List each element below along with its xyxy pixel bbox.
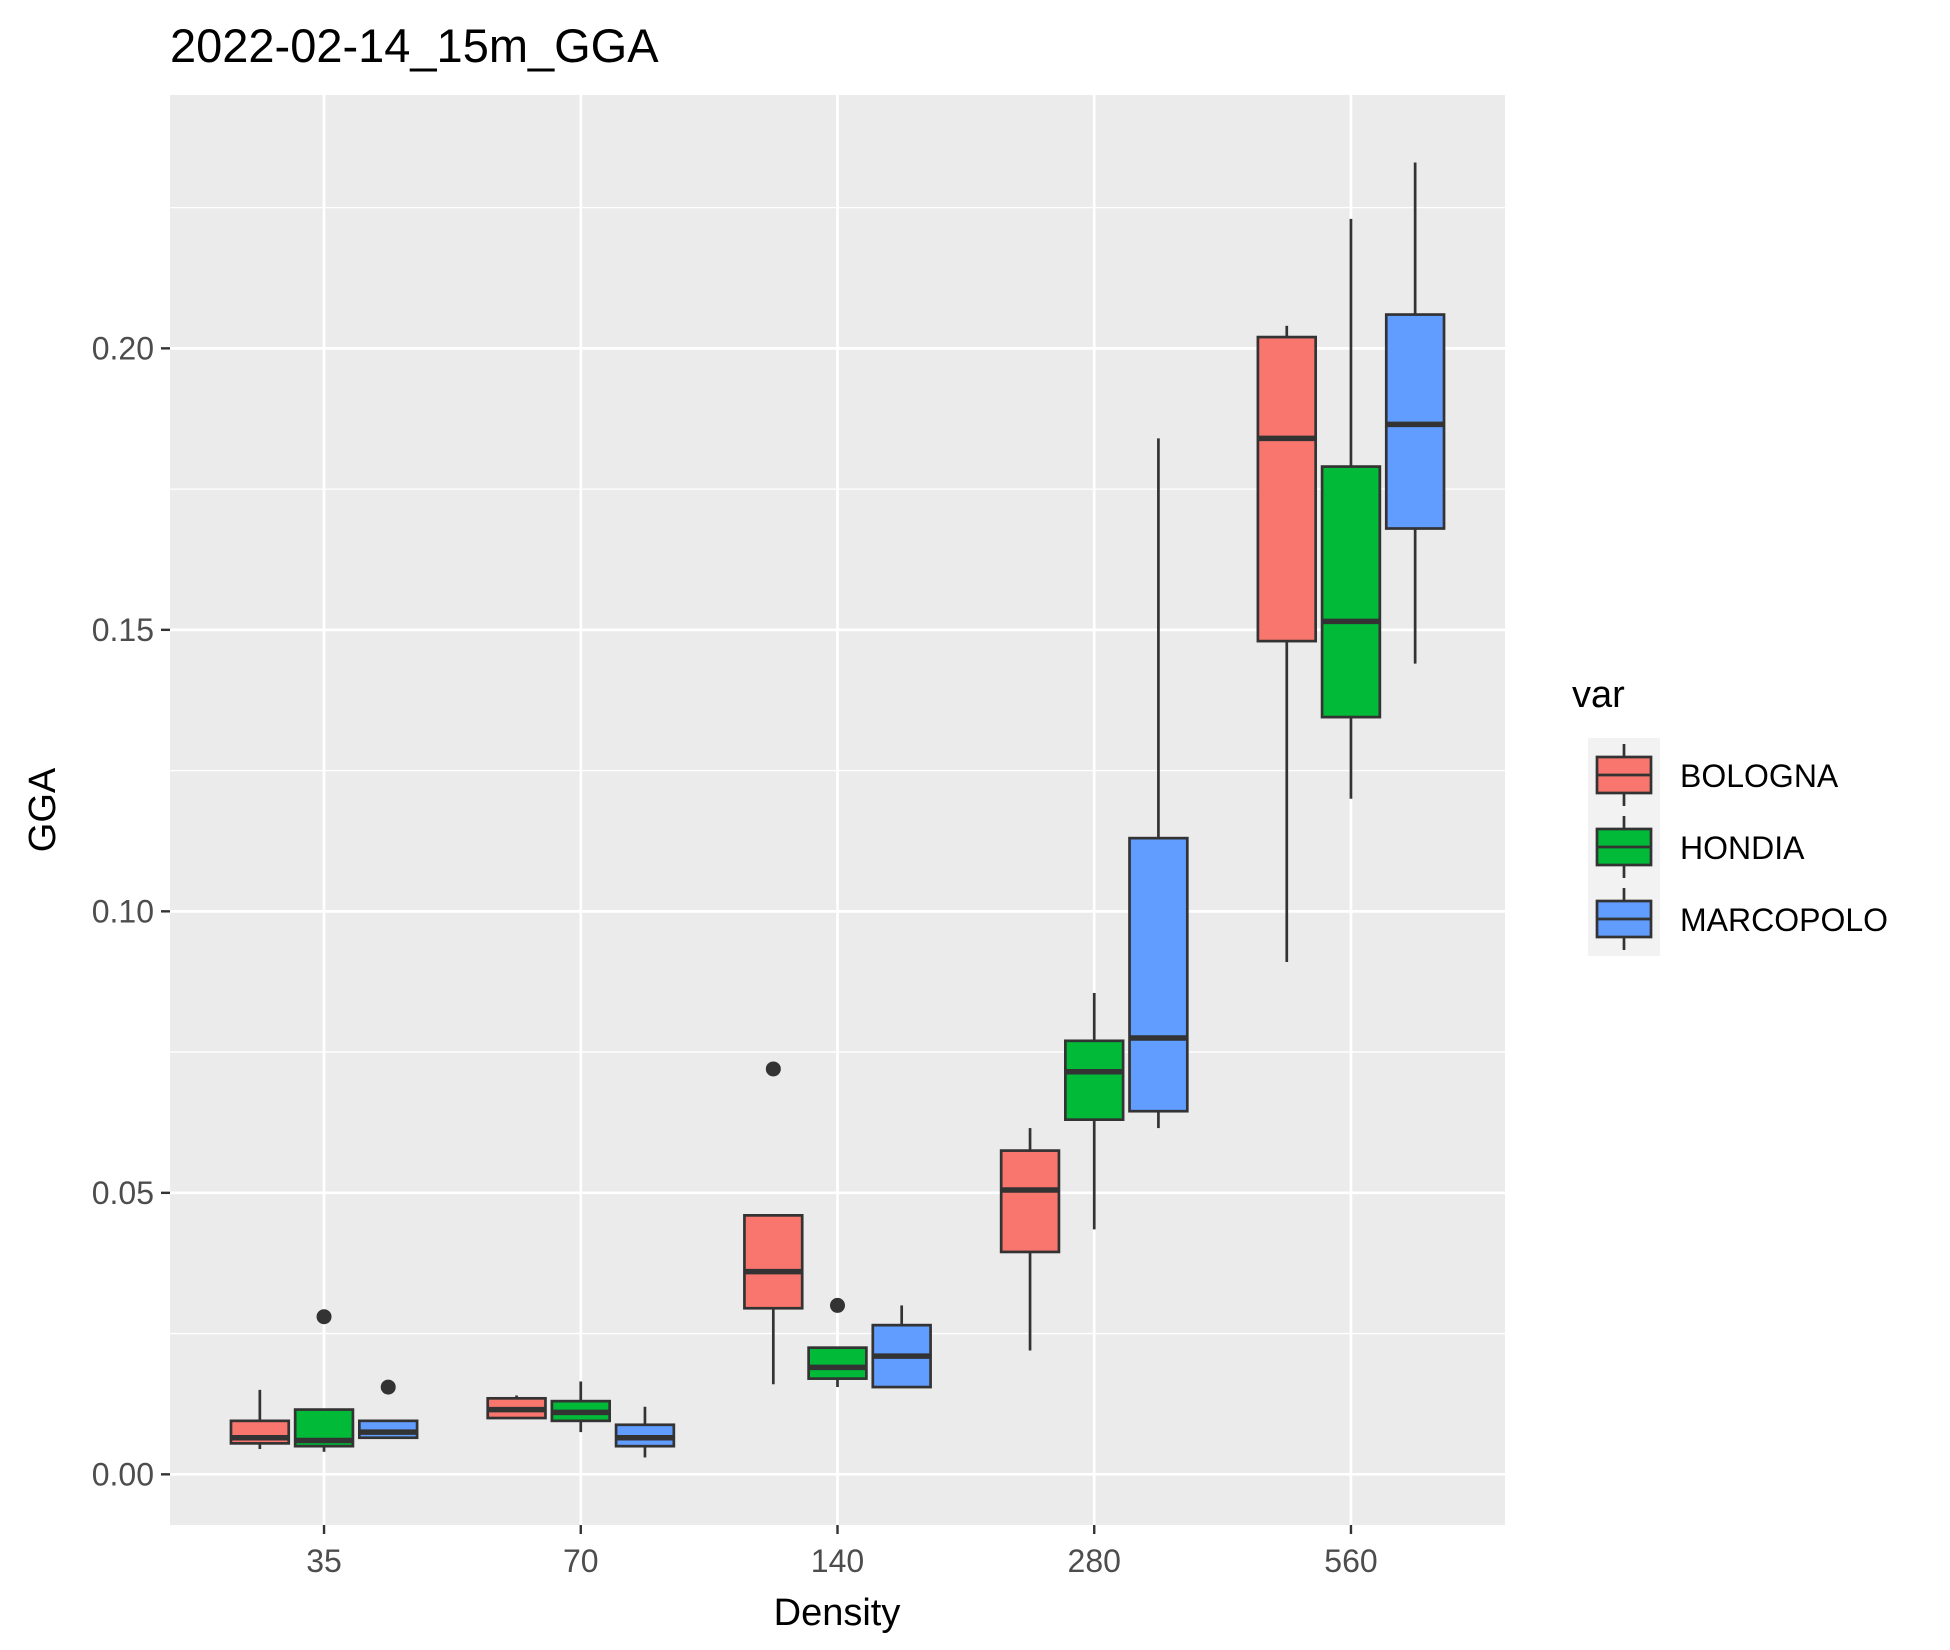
- box-iqr: [1128, 836, 1189, 1113]
- box-hondia-70: [550, 1381, 612, 1433]
- x-tick-label: 280: [1068, 1543, 1121, 1579]
- outlier-point: [830, 1297, 845, 1313]
- legend-item-bologna: BOLOGNA: [1595, 744, 1839, 806]
- legend-label: BOLOGNA: [1680, 758, 1839, 794]
- box-hondia-35: [293, 1309, 355, 1452]
- box-iqr: [743, 1214, 804, 1310]
- legend-keys: BOLOGNA HONDIA MARCOPOLO: [1588, 738, 1888, 956]
- y-axis-title: GGA: [22, 767, 64, 852]
- x-tick-label: 70: [563, 1543, 599, 1579]
- y-tick-label: 0.05: [92, 1175, 154, 1211]
- box-iqr: [1063, 1039, 1125, 1121]
- legend-item-marcopolo: MARCOPOLO: [1595, 888, 1888, 950]
- box-bologna-560: [1256, 325, 1318, 963]
- outlier-point: [316, 1309, 332, 1325]
- y-tick-label: 0.10: [92, 893, 154, 929]
- x-axis: 35 70 140 280 560: [306, 1525, 1378, 1579]
- y-tick-label: 0.00: [92, 1456, 154, 1492]
- box-bologna-280: [999, 1128, 1061, 1351]
- y-axis: 0.00 0.05 0.10 0.15 0.20: [92, 330, 170, 1492]
- box-iqr: [807, 1346, 868, 1380]
- legend-label: HONDIA: [1680, 830, 1805, 866]
- boxes: [229, 162, 1446, 1458]
- outlier-point: [765, 1061, 781, 1077]
- box-hondia-140: [807, 1297, 868, 1388]
- box-iqr: [999, 1149, 1061, 1254]
- box-iqr: [357, 1419, 419, 1440]
- box-marcopolo-140: [871, 1305, 932, 1389]
- y-tick-label: 0.15: [92, 612, 154, 648]
- box-hondia-560: [1320, 218, 1382, 799]
- box-marcopolo-70: [614, 1406, 676, 1458]
- x-tick-label: 560: [1324, 1543, 1377, 1579]
- outlier-point: [380, 1379, 396, 1395]
- box-bologna-35: [229, 1389, 291, 1449]
- box-marcopolo-280: [1128, 438, 1189, 1129]
- box-iqr: [1384, 313, 1446, 530]
- box-hondia-280: [1063, 992, 1125, 1230]
- box-marcopolo-560: [1384, 162, 1446, 664]
- x-tick-label: 140: [811, 1543, 864, 1579]
- legend: var BOLOGNA HONDIA MARCOPOLO: [1572, 674, 1888, 956]
- chart-title: 2022-02-14_15m_GGA: [170, 19, 659, 72]
- x-tick-label: 35: [306, 1543, 342, 1579]
- box-iqr: [1320, 465, 1382, 719]
- y-tick-label: 0.20: [92, 330, 154, 366]
- x-axis-title: Density: [774, 1592, 901, 1634]
- legend-item-hondia: HONDIA: [1595, 816, 1805, 878]
- box-bologna-140: [743, 1061, 804, 1385]
- box-marcopolo-35: [357, 1379, 419, 1440]
- box-iqr: [1256, 335, 1318, 643]
- legend-label: MARCOPOLO: [1680, 902, 1888, 938]
- box-bologna-70: [486, 1395, 547, 1420]
- legend-title: var: [1572, 674, 1625, 716]
